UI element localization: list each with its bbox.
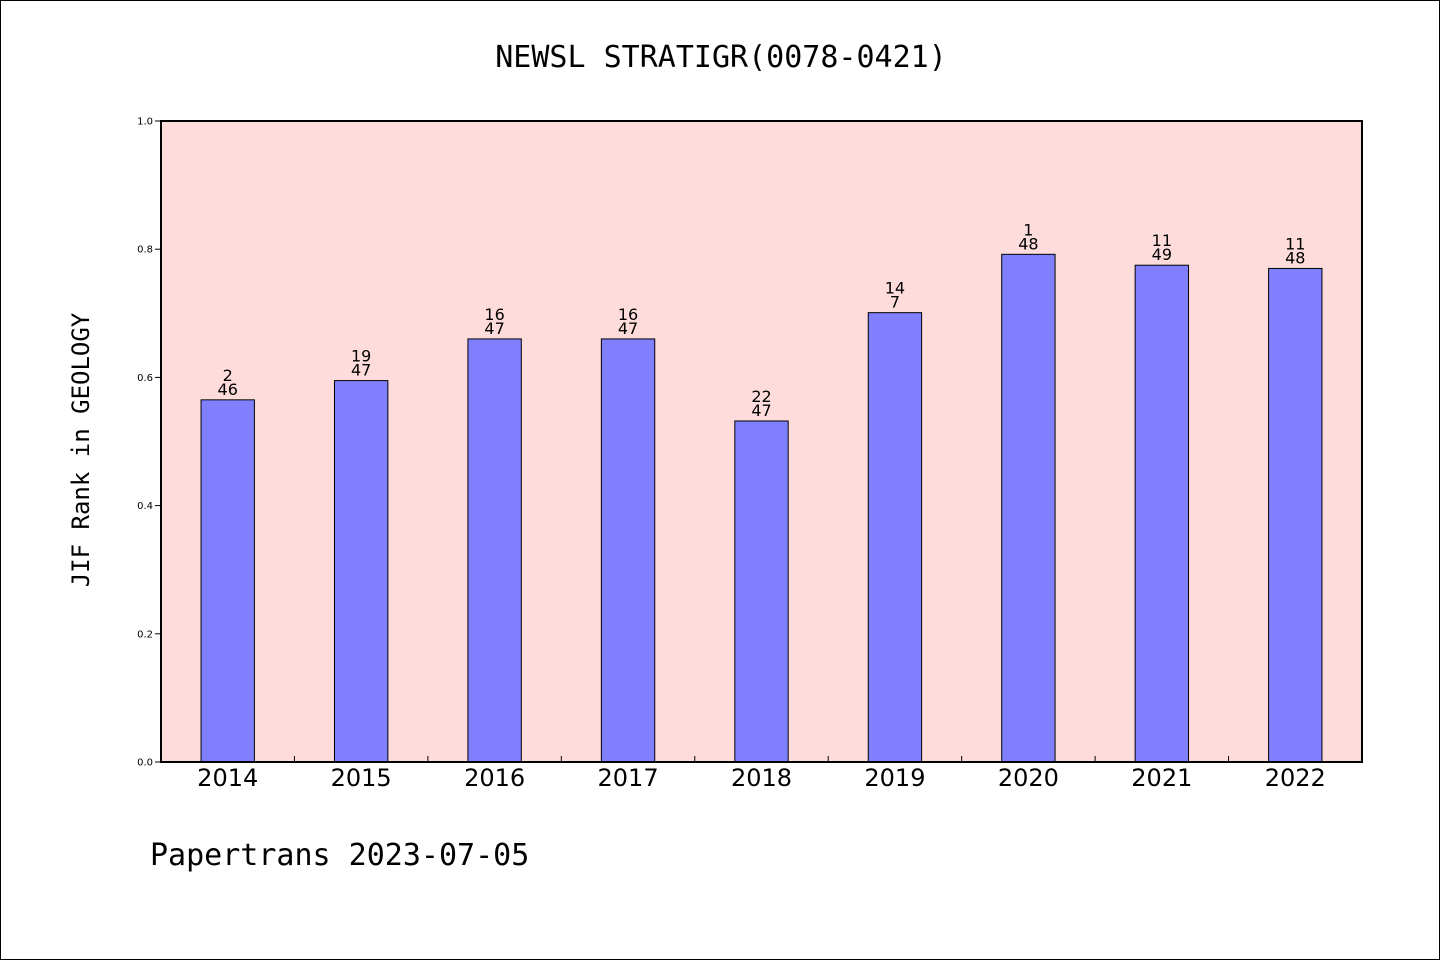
y-axis-label: JIF Rank in GEOLOGY: [67, 312, 95, 587]
y-tick-label: 0.6: [137, 373, 153, 384]
bar-2016: [467, 338, 522, 763]
data-label-rank-2015: 19: [351, 347, 371, 366]
bar-series: [200, 253, 1323, 763]
data-label-total-2016: 47: [484, 319, 504, 338]
x-axis: 2014 2015 2016 2017 2018 2019 2020 2021 2022: [197, 756, 1326, 792]
data-label-total-2021: 49: [1152, 245, 1172, 264]
y-tick-label: 0.0: [137, 758, 153, 769]
x-tick-label-2018: 2018: [731, 764, 792, 792]
data-label-total-2019: 7: [890, 293, 900, 312]
footer-credit: Papertrans 2023-07-05: [150, 838, 529, 873]
bar-2021: [1134, 264, 1190, 763]
x-tick-label-2014: 2014: [197, 764, 258, 792]
bar-2020: [1001, 253, 1056, 763]
data-label-rank-2016: 16: [484, 305, 504, 324]
x-tick-label-2015: 2015: [331, 764, 392, 792]
bar-2019: [867, 312, 923, 763]
bar-2017: [600, 338, 656, 763]
bar-2018: [734, 420, 789, 763]
data-label-rank-2018: 22: [751, 387, 771, 406]
data-label-rank-2020: 1: [1023, 220, 1033, 239]
x-tick-label-2017: 2017: [598, 764, 659, 792]
y-axis: 0.0 0.2 0.4 0.6 0.8 1.0: [137, 117, 161, 769]
data-label-rank-2021: 11: [1152, 231, 1172, 250]
x-tick-label-2022: 2022: [1265, 764, 1326, 792]
x-tick-label-2019: 2019: [864, 764, 925, 792]
data-label-total-2022: 48: [1285, 248, 1305, 267]
data-label-rank-2017: 16: [618, 305, 638, 324]
x-tick-label-2020: 2020: [998, 764, 1059, 792]
bar-2022: [1268, 267, 1323, 763]
y-tick-label: 0.4: [137, 501, 153, 512]
data-label-total-2015: 47: [351, 361, 371, 380]
data-label-rank-2014: 2: [223, 366, 233, 385]
x-tick-label-2016: 2016: [464, 764, 525, 792]
y-tick-label: 1.0: [137, 117, 153, 128]
y-tick-label: 0.8: [137, 245, 153, 256]
data-label-total-2017: 47: [618, 319, 638, 338]
data-label-total-2020: 48: [1018, 234, 1038, 253]
data-label-total-2014: 46: [218, 380, 238, 399]
bar-2014: [200, 399, 255, 763]
data-label-rank-2022: 11: [1285, 234, 1305, 253]
bar-2015: [333, 380, 389, 763]
y-tick-label: 0.2: [137, 629, 153, 640]
x-tick-label-2021: 2021: [1131, 764, 1192, 792]
data-label-total-2018: 47: [751, 401, 771, 420]
plot-border: [160, 120, 1363, 763]
data-label-rank-2019: 14: [885, 279, 905, 298]
chart-title: NEWSL STRATIGR(0078-0421): [495, 40, 947, 75]
